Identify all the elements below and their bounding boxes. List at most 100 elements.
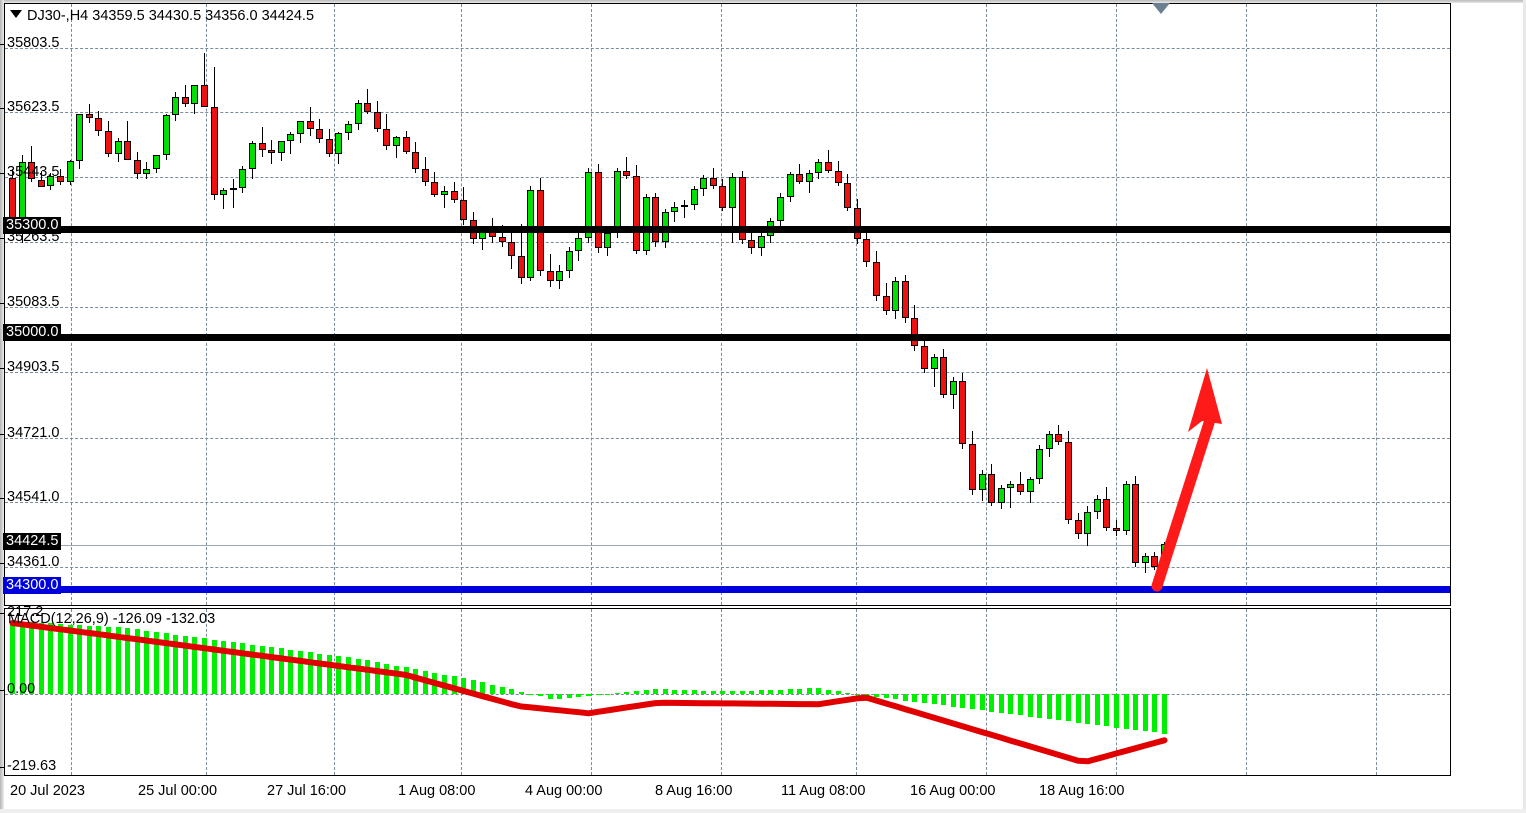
candle-body-bearish — [460, 200, 468, 221]
candle-body-bullish — [949, 380, 957, 395]
macd-histogram-bar — [643, 690, 649, 694]
candlestick — [690, 4, 698, 605]
macd-histogram-bar — [710, 691, 716, 694]
candlestick — [767, 4, 775, 605]
macd-histogram-bar — [115, 626, 121, 694]
triangle-down-icon[interactable] — [10, 10, 22, 18]
candlestick — [709, 4, 717, 605]
macd-histogram-bar — [355, 658, 361, 694]
vertical-gridline — [856, 4, 857, 605]
macd-histogram-bar — [758, 690, 764, 694]
candlestick — [1074, 4, 1082, 605]
candle-body-bearish — [1103, 498, 1111, 528]
candle-body-bearish — [124, 140, 132, 161]
price-plot-area[interactable] — [5, 4, 1450, 605]
candle-body-bearish — [1113, 527, 1120, 531]
window-border-right — [1523, 0, 1526, 813]
candle-body-bullish — [930, 356, 938, 369]
macd-histogram-bar — [317, 653, 323, 694]
macd-histogram-bar — [499, 686, 505, 694]
price-axis-tick-label: 34903.5 — [7, 359, 60, 375]
candlestick — [249, 4, 256, 605]
candlestick — [287, 4, 295, 605]
candlestick — [892, 4, 900, 605]
candle-body-bearish — [988, 473, 996, 503]
candlestick — [66, 4, 74, 605]
candle-body-bearish — [383, 129, 391, 147]
candle-body-bullish — [1007, 483, 1015, 489]
candle-wick — [184, 85, 186, 107]
macd-histogram-bar — [701, 690, 707, 694]
macd-plot-area[interactable] — [5, 609, 1450, 775]
macd-indicator-panel[interactable] — [4, 608, 1451, 776]
candle-body-bullish — [575, 238, 583, 251]
macd-histogram-bar — [691, 690, 697, 694]
candlestick — [508, 4, 516, 605]
macd-histogram-bar — [1037, 694, 1043, 718]
candlestick — [594, 4, 602, 605]
macd-histogram-bar — [883, 694, 889, 699]
candle-body-bullish — [786, 174, 794, 197]
candle-body-bearish — [402, 137, 410, 153]
candle-body-bearish — [882, 295, 890, 312]
candlestick — [153, 4, 160, 605]
vertical-gridline — [1246, 609, 1247, 775]
candlestick — [1161, 4, 1168, 605]
macd-histogram-bar — [413, 669, 419, 694]
macd-histogram-bar — [1027, 694, 1033, 717]
candlestick — [1151, 4, 1159, 605]
macd-histogram-bar — [461, 678, 467, 694]
candlestick — [1132, 4, 1140, 605]
candlestick — [306, 4, 314, 605]
candlestick — [748, 4, 756, 605]
symbol-ohlc-label: DJ30-,H4 34359.5 34430.5 34356.0 34424.5 — [27, 8, 315, 24]
horizontal-gridline — [5, 372, 1450, 373]
candlestick — [719, 4, 727, 605]
candle-body-bullish — [153, 155, 160, 169]
horizontal-gridline — [5, 307, 1450, 308]
price-axis-tick — [0, 498, 5, 499]
candle-body-bullish — [143, 168, 151, 175]
horizontal-gridline — [5, 242, 1450, 243]
candlestick — [316, 4, 324, 605]
candlestick — [1141, 4, 1149, 605]
candle-body-bullish — [335, 132, 343, 154]
horizontal-gridline — [5, 438, 1450, 439]
candle-body-bearish — [85, 114, 93, 118]
candle-body-bearish — [825, 161, 832, 171]
candle-body-bullish — [1122, 483, 1130, 531]
candlestick — [181, 4, 189, 605]
macd-histogram-bar — [509, 689, 515, 694]
macd-histogram-bar — [787, 689, 793, 694]
candlestick — [1084, 4, 1092, 605]
macd-histogram-bar — [720, 691, 726, 694]
candlestick — [556, 4, 564, 605]
candlestick — [95, 4, 103, 605]
price-axis-tick-label: -219.63 — [7, 758, 57, 774]
time-axis[interactable]: 20 Jul 2023 25 Jul 00:00 27 Jul 16:00 1 Aug… — [4, 779, 1451, 809]
candlestick — [402, 4, 410, 605]
candle-body-bullish — [690, 188, 698, 205]
vertical-gridline — [721, 4, 722, 605]
window-border-bottom — [0, 809, 1526, 813]
candlestick — [105, 4, 112, 605]
candle-body-bearish — [623, 170, 631, 176]
candlestick — [882, 4, 890, 605]
resistance-level-35000 — [5, 334, 1450, 342]
candlestick — [441, 4, 448, 605]
price-axis-tick — [0, 368, 5, 369]
candle-body-bullish — [815, 161, 823, 174]
macd-signal-line — [9, 620, 1168, 765]
macd-histogram-bar — [586, 694, 591, 697]
price-chart-panel[interactable] — [4, 3, 1451, 606]
candle-wick — [261, 126, 263, 158]
candle-body-bearish — [709, 178, 717, 186]
macd-histogram-bar — [998, 694, 1004, 713]
candlestick — [671, 4, 679, 605]
candle-wick — [204, 52, 205, 107]
time-axis-tick-label: 25 Jul 00:00 — [138, 783, 218, 799]
macd-histogram-bar — [278, 648, 284, 694]
candlestick — [335, 4, 343, 605]
candle-body-bullish — [805, 173, 813, 182]
candlestick — [469, 4, 477, 605]
